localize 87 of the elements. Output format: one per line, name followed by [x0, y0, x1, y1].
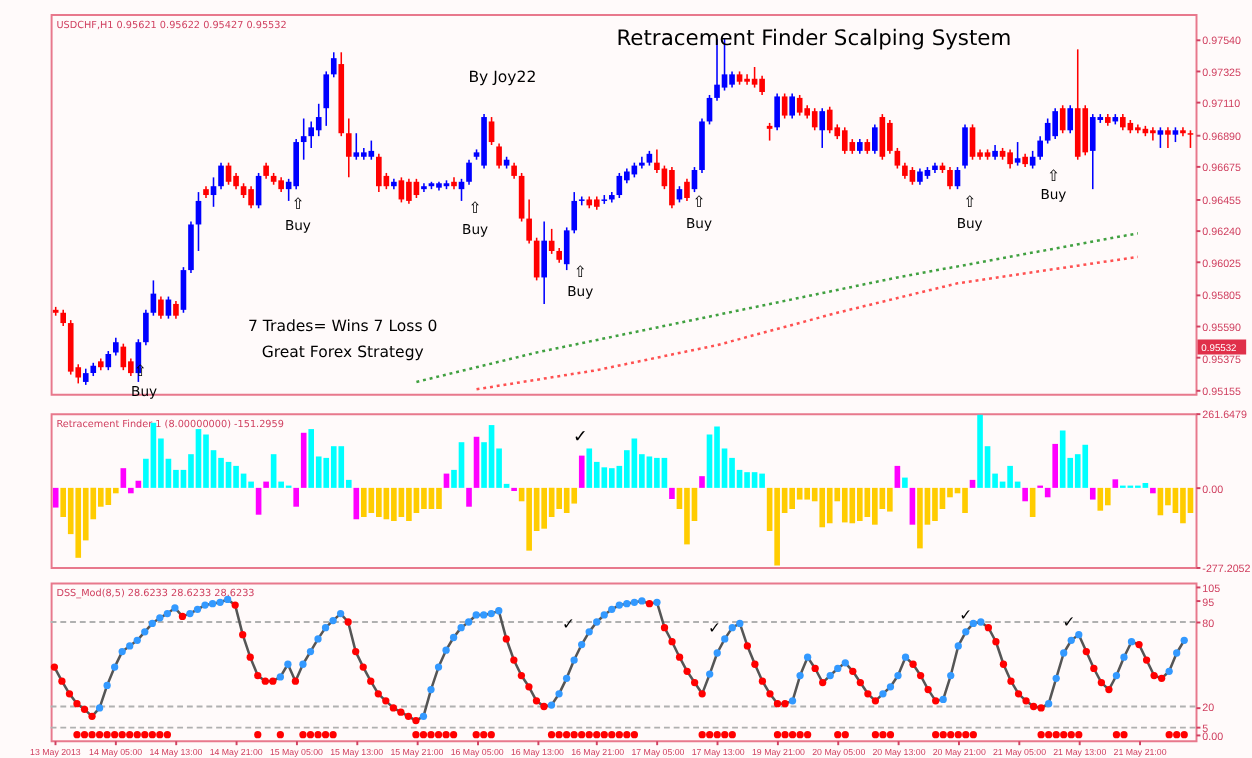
bar — [353, 487, 360, 520]
annotation: ⇧ — [1046, 167, 1060, 186]
bar — [631, 438, 638, 488]
bar — [826, 487, 833, 524]
annotation: ⇧ — [573, 262, 587, 281]
text: Retracement Finder Scalping System — [616, 25, 1012, 52]
annotation: ⇧ — [291, 194, 305, 213]
bar — [1052, 443, 1059, 488]
bar — [75, 487, 82, 558]
bar — [1007, 465, 1013, 488]
bar — [977, 414, 983, 488]
annotation: Great Forex Strategy — [261, 342, 425, 361]
bar — [578, 455, 585, 488]
bar — [248, 481, 254, 488]
bar — [233, 465, 239, 488]
bar — [887, 487, 893, 512]
bar — [360, 487, 367, 517]
bar — [1180, 487, 1186, 524]
text: By Joy22 — [468, 68, 537, 87]
bar — [789, 487, 795, 509]
annotation: ⇧ — [692, 192, 706, 211]
bar — [376, 487, 382, 517]
bar — [218, 457, 224, 488]
bar — [338, 446, 345, 488]
candlestick — [578, 195, 585, 207]
bar — [466, 487, 472, 507]
bar — [917, 487, 923, 549]
bar — [699, 476, 705, 488]
bar — [962, 487, 968, 513]
bar — [1112, 479, 1119, 488]
bar — [1097, 487, 1104, 511]
bar — [1059, 430, 1066, 488]
bar — [128, 487, 134, 494]
bar — [1150, 487, 1156, 494]
candlestick — [353, 132, 360, 161]
bar — [1022, 487, 1028, 502]
bar — [646, 456, 653, 488]
bar — [308, 429, 315, 488]
bar — [263, 481, 269, 488]
bar — [804, 487, 811, 500]
bar — [105, 487, 112, 505]
bar — [706, 434, 713, 488]
bar — [1104, 487, 1111, 506]
bar — [759, 473, 765, 488]
bar — [421, 487, 427, 509]
bar — [52, 487, 59, 508]
bar — [902, 477, 908, 488]
bar — [563, 487, 570, 513]
bar — [841, 487, 848, 523]
annotation: ⇧ — [468, 198, 482, 217]
bar — [526, 487, 532, 551]
annotation: ✓ — [572, 428, 588, 449]
annotation: ⇧ — [963, 192, 977, 211]
bar — [669, 487, 675, 499]
bar — [406, 487, 412, 521]
annotation: ✓ — [1062, 613, 1076, 632]
bar — [120, 468, 127, 488]
bar — [774, 487, 780, 566]
bar — [684, 487, 690, 545]
annotation: ✓ — [708, 619, 722, 638]
bar — [391, 487, 397, 521]
bar — [586, 448, 593, 488]
bar — [436, 487, 442, 509]
bar — [601, 467, 608, 488]
bar — [1089, 487, 1096, 500]
bar — [714, 426, 720, 488]
bar — [654, 457, 660, 488]
annotation: 7 Trades= Wins 7 Loss 0 — [248, 317, 438, 336]
bar — [608, 468, 615, 488]
bar — [856, 487, 863, 521]
annotation: ✓ — [562, 615, 576, 634]
bar — [849, 487, 856, 524]
bar — [744, 472, 750, 488]
bar — [203, 434, 209, 488]
bar — [556, 487, 563, 509]
bar — [864, 487, 871, 517]
bar — [819, 487, 826, 528]
bar — [1082, 444, 1089, 488]
bar — [872, 487, 878, 525]
bar — [932, 487, 938, 521]
bar — [751, 472, 758, 488]
bar — [541, 487, 547, 529]
bar — [293, 487, 299, 507]
candlestick — [300, 117, 307, 161]
annotation: ✓ — [959, 605, 973, 624]
bar — [300, 432, 307, 488]
bar — [330, 446, 337, 488]
